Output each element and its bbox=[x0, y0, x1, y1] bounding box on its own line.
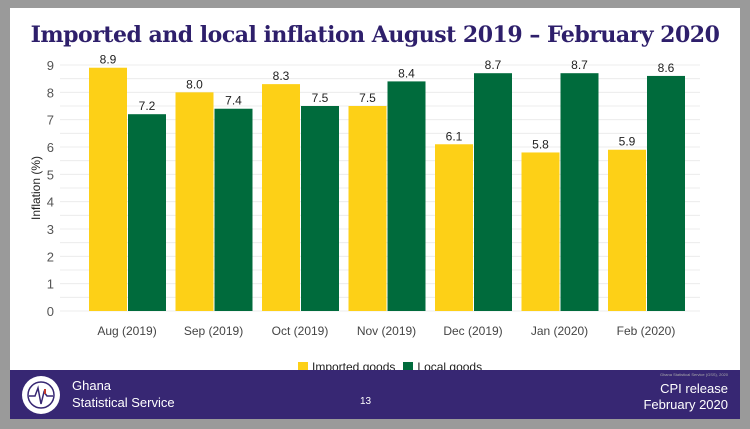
y-tick-label: 0 bbox=[47, 304, 54, 319]
data-label: 7.4 bbox=[225, 94, 242, 108]
release-line2: February 2020 bbox=[643, 397, 728, 412]
bar-imported bbox=[435, 144, 473, 311]
bar-imported bbox=[262, 84, 300, 311]
slide: Imported and local inflation August 2019… bbox=[10, 8, 740, 374]
y-tick-label: 1 bbox=[47, 277, 54, 292]
bar-imported bbox=[175, 92, 214, 311]
y-tick-label: 7 bbox=[47, 113, 54, 128]
legend-swatch-local bbox=[403, 362, 414, 372]
data-label: 8.7 bbox=[485, 58, 502, 72]
chart-title: Imported and local inflation August 2019… bbox=[30, 22, 720, 48]
y-tick-label: 2 bbox=[47, 249, 54, 264]
x-tick-label: Jan (2020) bbox=[531, 324, 588, 338]
org-name-line1: Ghana bbox=[72, 378, 112, 393]
x-tick-label: Aug (2019) bbox=[97, 324, 156, 338]
x-tick-label: Oct (2019) bbox=[272, 324, 329, 338]
bar-local bbox=[560, 73, 599, 311]
data-label: 5.8 bbox=[532, 137, 549, 151]
bar-imported bbox=[521, 152, 560, 311]
data-label: 6.1 bbox=[446, 129, 463, 143]
data-label: 7.2 bbox=[139, 99, 156, 113]
y-tick-label: 3 bbox=[47, 222, 54, 237]
y-tick-label: 8 bbox=[47, 85, 54, 100]
footer-band: Ghana Statistical Service 13 Ghana Stati… bbox=[10, 370, 740, 419]
bar-local bbox=[301, 106, 339, 311]
bar-local bbox=[387, 81, 426, 312]
x-tick-label: Nov (2019) bbox=[357, 324, 416, 338]
y-tick-label: 5 bbox=[47, 167, 54, 182]
y-tick-label: 6 bbox=[47, 140, 54, 155]
data-label: 8.6 bbox=[658, 61, 675, 75]
bar-local bbox=[474, 73, 512, 311]
data-label: 8.0 bbox=[186, 77, 203, 91]
bar-local bbox=[214, 108, 253, 311]
y-tick-label: 9 bbox=[47, 58, 54, 73]
x-tick-label: Dec (2019) bbox=[443, 324, 502, 338]
data-label: 8.9 bbox=[100, 53, 117, 67]
bar-local bbox=[647, 75, 685, 311]
credit-text: Ghana Statistical Service (GSS), 2020 bbox=[659, 372, 728, 377]
x-tick-label: Sep (2019) bbox=[184, 324, 243, 338]
gss-logo-icon bbox=[22, 376, 60, 414]
data-label: 7.5 bbox=[359, 91, 376, 105]
data-label: 7.5 bbox=[312, 91, 329, 105]
data-label: 8.7 bbox=[571, 58, 588, 72]
bar-imported bbox=[89, 67, 127, 311]
bar-chart: 0 1 2 3 4 5 6 7 8 9 Inflation (%) 8.9 7.2 Aug (2019) 8… bbox=[29, 53, 700, 338]
y-tick-label: 4 bbox=[47, 195, 54, 210]
data-label: 8.3 bbox=[273, 69, 290, 83]
release-line1: CPI release bbox=[660, 381, 728, 396]
bar-imported bbox=[608, 149, 646, 311]
data-label: 8.4 bbox=[398, 66, 415, 80]
bar-imported bbox=[348, 106, 387, 311]
x-tick-label: Feb (2020) bbox=[617, 324, 676, 338]
bar-local bbox=[128, 114, 166, 311]
legend-swatch-imported bbox=[298, 362, 308, 372]
y-axis-label: Inflation (%) bbox=[29, 156, 43, 220]
org-name-line2: Statistical Service bbox=[72, 395, 175, 410]
data-label: 5.9 bbox=[619, 135, 636, 149]
page-number: 13 bbox=[360, 396, 372, 407]
